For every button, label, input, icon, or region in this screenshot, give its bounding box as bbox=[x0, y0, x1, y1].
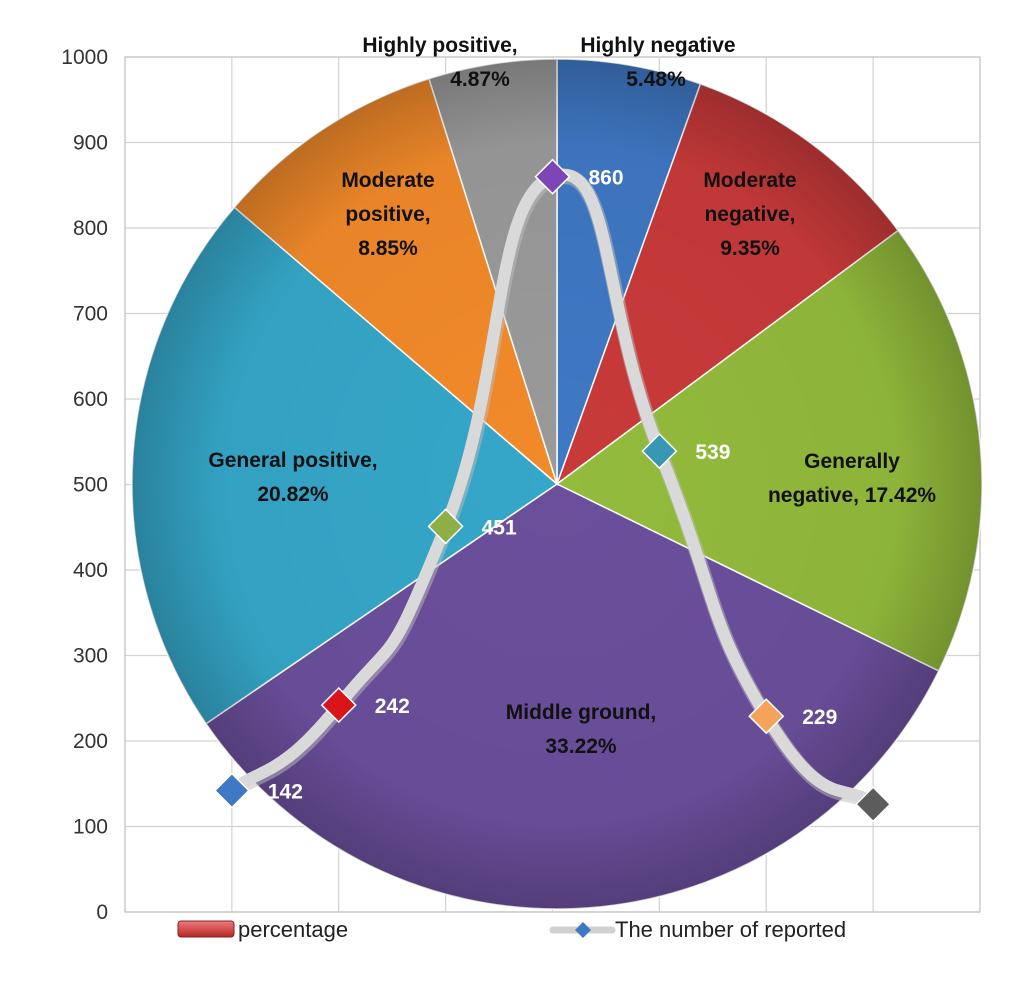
y-tick-label: 500 bbox=[73, 474, 108, 497]
point-value-label: 126 bbox=[909, 794, 944, 817]
y-tick-label: 1000 bbox=[61, 46, 108, 69]
legend-label-series: The number of reported bbox=[615, 917, 846, 942]
y-tick-label: 0 bbox=[96, 901, 108, 924]
y-tick-label: 800 bbox=[73, 217, 108, 240]
line-marker bbox=[748, 698, 785, 735]
slice-label-middle-ground: Middle ground, bbox=[506, 701, 656, 724]
y-tick-label: 200 bbox=[73, 730, 108, 753]
point-labels: 142 242 451 860 539 229 126 bbox=[268, 167, 944, 818]
line-marker bbox=[855, 786, 892, 823]
slice-label-moderate-positive: 8.85% bbox=[358, 237, 418, 260]
point-value-label: 539 bbox=[695, 441, 730, 464]
slice-label-highly-negative: 5.48% bbox=[626, 68, 686, 91]
slice-label-middle-ground: 33.22% bbox=[545, 735, 617, 758]
line-marker bbox=[534, 158, 571, 195]
line-marker bbox=[320, 687, 357, 724]
line-marker bbox=[641, 433, 678, 470]
point-value-label: 229 bbox=[802, 706, 837, 729]
slice-labels: Highly negative 5.48% Moderate negative, 9.3… bbox=[208, 34, 936, 758]
y-tick-label: 300 bbox=[73, 645, 108, 668]
slice-label-moderate-positive: positive, bbox=[345, 203, 430, 226]
legend: percentage The number of reported bbox=[177, 917, 846, 942]
point-value-label: 860 bbox=[589, 167, 624, 190]
line-marker bbox=[427, 508, 464, 545]
point-value-label: 242 bbox=[375, 695, 410, 718]
y-tick-label: 400 bbox=[73, 559, 108, 582]
slice-label-moderate-positive: Moderate bbox=[341, 169, 434, 192]
legend-label-percentage: percentage bbox=[238, 917, 348, 942]
point-value-label: 451 bbox=[482, 516, 517, 539]
y-tick-label: 100 bbox=[73, 816, 108, 839]
slice-label-moderate-negative: Moderate bbox=[703, 169, 796, 192]
legend-marker-series bbox=[575, 922, 591, 938]
legend-swatch-percentage bbox=[177, 920, 235, 938]
y-tick-label: 600 bbox=[73, 388, 108, 411]
slice-label-generally-negative: negative, 17.42% bbox=[768, 484, 936, 507]
y-tick-label: 900 bbox=[73, 132, 108, 155]
y-tick-label: 700 bbox=[73, 303, 108, 326]
slice-label-moderate-negative: 9.35% bbox=[720, 237, 780, 260]
y-axis-ticks: 0 100 200 300 400 500 600 700 800 900 1000 bbox=[61, 46, 108, 924]
line-markers bbox=[213, 158, 892, 823]
slice-label-moderate-negative: negative, bbox=[704, 203, 795, 226]
line-marker bbox=[213, 772, 250, 809]
point-value-label: 142 bbox=[268, 781, 303, 804]
slice-label-general-positive: 20.82% bbox=[257, 483, 329, 506]
slice-label-highly-positive: Highly positive, bbox=[362, 34, 517, 57]
slice-label-highly-negative: Highly negative bbox=[580, 34, 735, 57]
slice-label-highly-positive: 4.87% bbox=[450, 68, 510, 91]
slice-label-generally-negative: Generally bbox=[804, 450, 900, 473]
slice-label-general-positive: General positive, bbox=[208, 449, 377, 472]
